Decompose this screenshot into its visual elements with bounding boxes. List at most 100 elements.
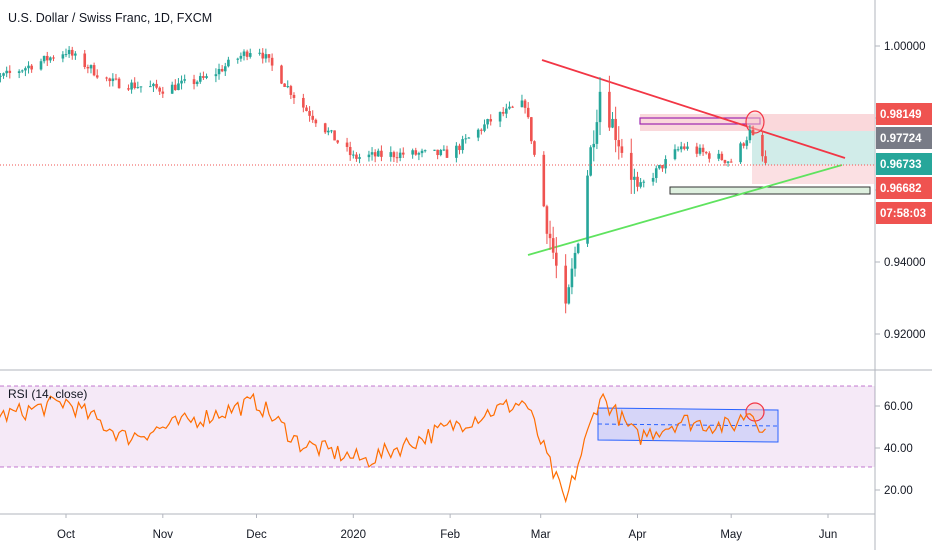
candle-body [729, 161, 733, 163]
rsi-axis-ticks: 60.00 40.00 20.00 [875, 401, 913, 497]
candle-body [764, 156, 767, 163]
candle-body [161, 91, 165, 94]
price-label-text: 0.97724 [880, 133, 922, 145]
price-label-level-096682[interactable]: 0.96682 [876, 177, 932, 199]
candle-body [501, 112, 505, 114]
candle-body [352, 154, 355, 156]
price-label-level-098149[interactable]: 0.98149 [876, 103, 932, 125]
candle-body [286, 86, 290, 88]
time-tick-label: Feb [440, 529, 460, 541]
candle-body [136, 87, 140, 89]
candle-body [464, 138, 468, 140]
candle-body [258, 52, 261, 54]
candle-body [177, 83, 180, 91]
candle-body [180, 80, 183, 84]
candle-body [411, 150, 414, 155]
candle-body [205, 76, 208, 78]
candle-body [89, 65, 93, 69]
candle-body [608, 91, 611, 128]
candle-body [654, 168, 658, 178]
price-label-text: 0.98149 [880, 109, 922, 121]
candle-body [467, 137, 471, 139]
candle-body [573, 252, 577, 269]
candle-body [42, 55, 46, 62]
candle-body [592, 143, 596, 148]
candle-body [92, 65, 96, 76]
rsi-band-fill [0, 386, 875, 467]
candle-body [545, 206, 549, 234]
candle-body [242, 51, 246, 56]
candle-body [442, 149, 446, 151]
candle-body [127, 88, 130, 90]
candle-body [420, 150, 424, 154]
candle-body [267, 54, 271, 58]
rsi-tick-label: 60.00 [884, 401, 913, 413]
candle-body [639, 182, 642, 187]
resistance-trendline[interactable] [541, 59, 846, 159]
candle-body [27, 65, 30, 69]
candle-body [720, 153, 724, 161]
candle-body [198, 76, 202, 82]
candle-body [380, 150, 383, 157]
candle-body [64, 54, 68, 56]
price-label-text: 0.96682 [880, 183, 922, 195]
candle-body [45, 55, 49, 61]
breakout-marker[interactable] [745, 110, 765, 134]
candle-body [480, 129, 483, 131]
candle-body [183, 79, 186, 81]
candle-body [745, 140, 749, 146]
price-label-last-price[interactable]: 0.96733 [876, 153, 932, 175]
symbol-title[interactable]: U.S. Dollar / Swiss Franc, 1D, FXCM [8, 11, 212, 25]
candle-body [280, 65, 283, 84]
candle-body [130, 82, 133, 90]
rsi-line[interactable] [0, 392, 766, 504]
price-label-level-097724[interactable]: 0.97724 [876, 127, 932, 149]
candle-body [455, 145, 458, 158]
candle-body [614, 118, 617, 141]
rsi-label[interactable]: RSI (14, close) [8, 387, 87, 401]
candle-body [61, 54, 65, 59]
candles-layer [0, 46, 767, 314]
rsi-tick-label: 20.00 [884, 485, 913, 497]
time-tick-label: 2020 [341, 529, 367, 541]
price-label-countdown[interactable]: 07:58:03 [876, 202, 932, 224]
candle-body [658, 165, 661, 169]
candle-body [83, 53, 87, 68]
candle-body [751, 129, 755, 135]
candle-body [348, 146, 352, 156]
candle-body [217, 68, 221, 75]
candle-body [679, 146, 683, 150]
candle-body [742, 143, 745, 146]
candle-body [292, 94, 296, 98]
candle-body [305, 107, 308, 111]
stop-projection[interactable] [752, 165, 875, 184]
candle-body [570, 268, 574, 288]
candle-body [642, 181, 646, 183]
candle-body [311, 115, 315, 120]
candle-body [414, 150, 418, 155]
candle-body [373, 152, 377, 157]
candle-body [111, 78, 115, 82]
price-label-text: 07:58:03 [880, 208, 926, 220]
candle-body [264, 54, 268, 59]
candle-body [355, 154, 358, 159]
support-trendline[interactable] [527, 164, 843, 256]
candle-body [598, 91, 602, 123]
candle-body [761, 134, 764, 157]
time-tick-label: Oct [57, 529, 76, 541]
candle-body [633, 176, 636, 180]
candle-body [370, 152, 374, 155]
candle-body [149, 86, 152, 88]
candle-body [49, 57, 52, 61]
candle-body [86, 67, 90, 69]
candle-body [739, 143, 742, 163]
time-tick-label: May [720, 529, 742, 541]
time-tick-label: Apr [629, 529, 647, 541]
price-label-bg [876, 177, 932, 199]
rsi-breakout-marker[interactable] [745, 402, 765, 422]
candle-body [542, 154, 546, 207]
candle-body [704, 152, 708, 154]
support-zone[interactable] [669, 186, 871, 195]
